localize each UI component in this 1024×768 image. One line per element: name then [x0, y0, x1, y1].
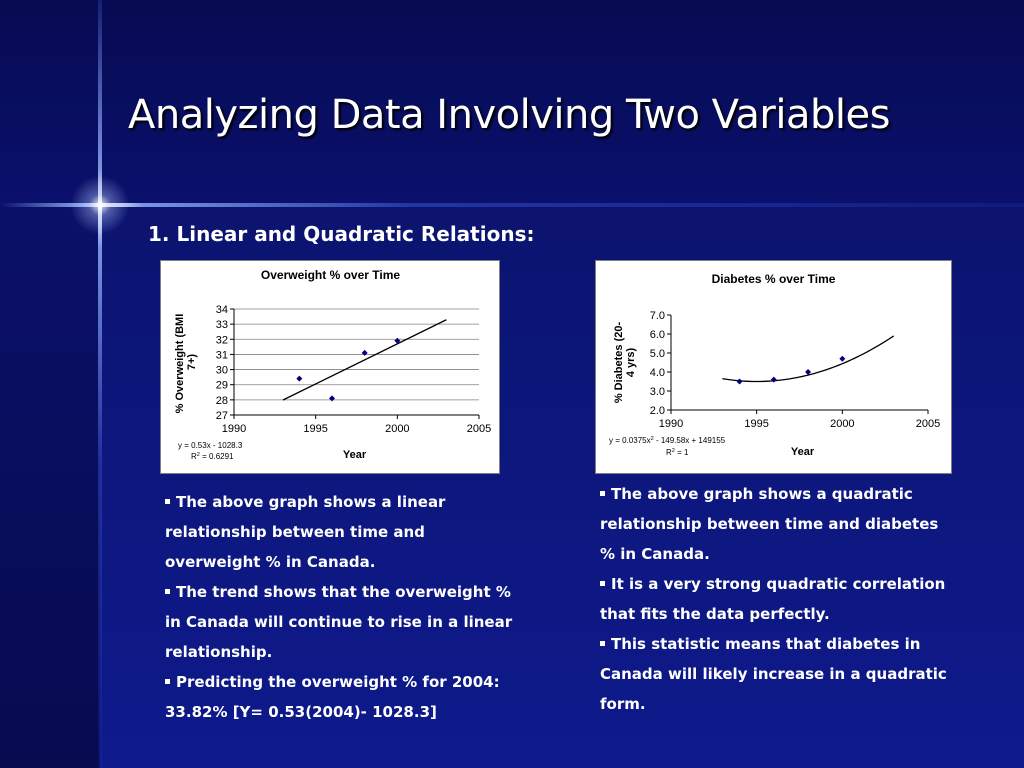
overweight-chart-svg: Overweight % over Time 27 28 29 30 31 32 33 34 19… — [174, 268, 491, 461]
diabetes-chart: Diabetes % over Time 2.0 3.0 4.0 5.0 6.0 7.0 19… — [595, 260, 952, 474]
quadratic-note-item: This statistic means that diabetes in Ca… — [600, 629, 950, 719]
y-tick-label: 3.0 — [650, 386, 665, 398]
data-point — [736, 378, 743, 385]
x-tick-label: 1995 — [303, 423, 327, 435]
bullet-icon — [165, 498, 170, 504]
title-band — [0, 0, 1024, 205]
overweight-chart: Overweight % over Time 27 28 29 30 31 32 33 34 19… — [160, 260, 500, 474]
x-tick-label: 2000 — [385, 423, 409, 435]
y-tick-label: 7.0 — [650, 310, 665, 322]
data-point — [805, 369, 812, 375]
chart-title: Overweight % over Time — [261, 268, 400, 282]
y-tick-label: 30 — [216, 365, 228, 377]
chart-title: Diabetes % over Time — [712, 272, 836, 286]
y-tick-label: 6.0 — [650, 329, 665, 341]
data-point — [361, 349, 368, 356]
linear-note-item: The trend shows that the overweight % in… — [165, 577, 515, 667]
data-point — [770, 376, 777, 383]
bullet-icon — [600, 490, 605, 496]
bullet-icon — [165, 588, 170, 594]
y-axis-label: % Overweight (BMI 7+) — [174, 311, 198, 414]
trendline — [282, 319, 447, 401]
r-squared-label: R2 = 0.6291 — [191, 452, 234, 461]
linear-note-text: The above graph shows a linear relations… — [165, 493, 446, 571]
left-band — [0, 205, 100, 768]
quadratic-note-text: The above graph shows a quadratic relati… — [600, 485, 939, 563]
x-tick-label: 1995 — [744, 418, 768, 430]
r-squared-label: R2 = 1 — [666, 448, 689, 457]
diabetes-chart-svg: Diabetes % over Time 2.0 3.0 4.0 5.0 6.0 7.0 19… — [609, 272, 940, 458]
x-axis-label: Year — [343, 449, 367, 461]
light-flare-vertical — [98, 0, 102, 768]
y-tick-label: 31 — [216, 349, 228, 361]
light-flare-horizontal — [0, 203, 1024, 207]
linear-note-item: The above graph shows a linear relations… — [165, 487, 515, 577]
slide-subtitle: 1. Linear and Quadratic Relations: — [148, 222, 535, 246]
quadratic-notes: The above graph shows a quadratic relati… — [600, 479, 950, 719]
y-tick-label: 4.0 — [650, 367, 665, 379]
y-tick-label: 33 — [216, 319, 228, 331]
trendline-equation: y = 0.53x - 1028.3 — [178, 441, 243, 450]
x-tick-label: 1990 — [222, 423, 246, 435]
trendline-equation: y = 0.0375x2 - 149.58x + 149155 — [609, 436, 726, 445]
x-tick-label: 1990 — [659, 418, 683, 430]
bullet-icon — [600, 640, 605, 646]
x-tick-label: 2000 — [830, 418, 854, 430]
y-tick-label: 34 — [216, 304, 228, 316]
slide-title: Analyzing Data Involving Two Variables — [128, 92, 890, 138]
data-point — [394, 337, 401, 344]
data-point — [296, 375, 303, 382]
data-point — [839, 355, 846, 362]
linear-notes: The above graph shows a linear relations… — [165, 487, 515, 727]
y-tick-label: 5.0 — [650, 348, 665, 360]
x-tick-label: 2005 — [916, 418, 940, 430]
linear-note-text: Predicting the overweight % for 2004: 33… — [165, 673, 500, 721]
quadratic-note-text: This statistic means that diabetes in Ca… — [600, 635, 947, 713]
y-tick-label: 28 — [216, 395, 228, 407]
bullet-icon — [165, 678, 170, 684]
data-point — [329, 395, 335, 402]
quadratic-note-item: The above graph shows a quadratic relati… — [600, 479, 950, 569]
linear-note-text: The trend shows that the overweight % in… — [165, 583, 513, 661]
y-tick-label: 29 — [216, 380, 228, 392]
trendline — [722, 335, 895, 383]
y-tick-label: 2.0 — [650, 405, 665, 417]
bullet-icon — [600, 580, 605, 586]
y-tick-label: 27 — [216, 410, 228, 422]
x-tick-label: 2005 — [467, 423, 491, 435]
quadratic-note-item: It is a very strong quadratic correlatio… — [600, 569, 950, 629]
y-axis-label: % Diabetes (20-4 yrs) — [613, 322, 637, 404]
quadratic-note-text: It is a very strong quadratic correlatio… — [600, 575, 946, 623]
y-tick-label: 32 — [216, 334, 228, 346]
linear-note-item: Predicting the overweight % for 2004: 33… — [165, 667, 515, 727]
light-flare-glow — [70, 175, 130, 235]
x-axis-label: Year — [791, 446, 815, 458]
